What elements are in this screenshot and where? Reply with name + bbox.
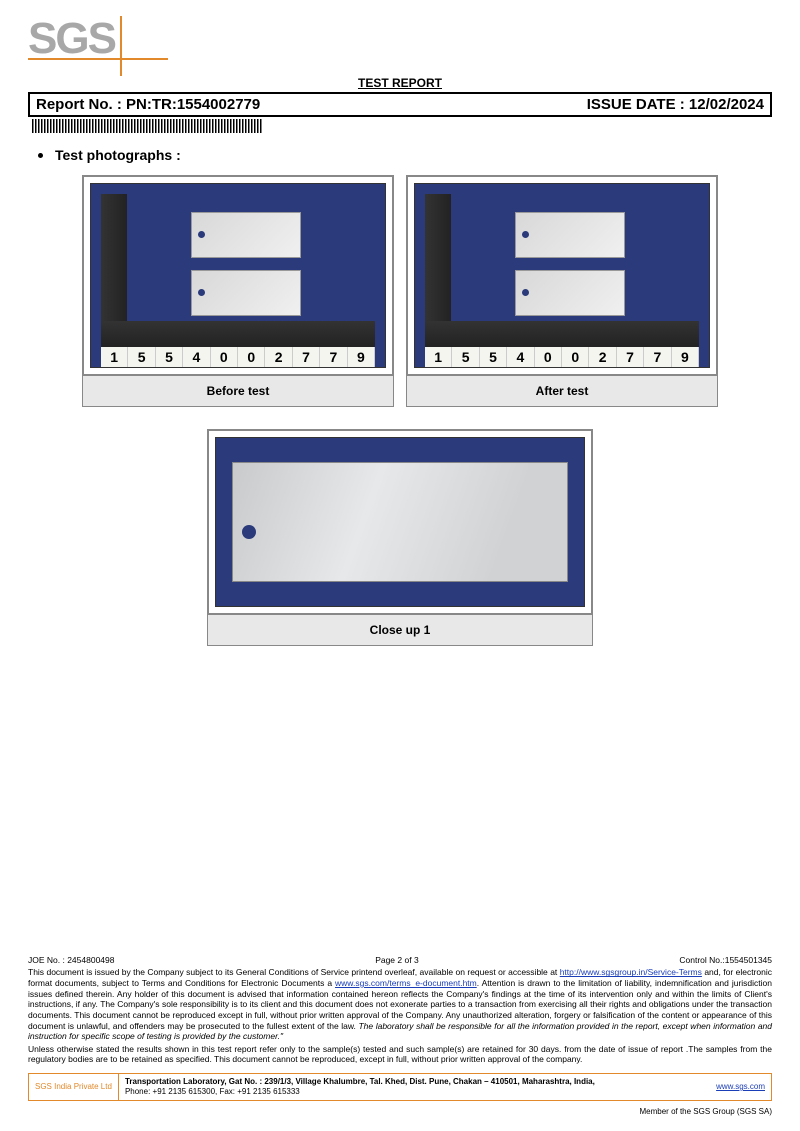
disclaimer-4: Unless otherwise stated the results show… <box>28 1044 772 1065</box>
bullet-icon <box>38 153 43 158</box>
digit: 7 <box>293 347 320 367</box>
issue-date: ISSUE DATE : 12/02/2024 <box>587 96 764 113</box>
digit: 4 <box>507 347 534 367</box>
sample-id-strip: 1554002779 <box>101 347 375 367</box>
control-no: Control No.:1554501345 <box>679 955 772 966</box>
digit: 5 <box>480 347 507 367</box>
digit: 4 <box>183 347 210 367</box>
digit: 5 <box>156 347 183 367</box>
digit: 0 <box>211 347 238 367</box>
caption-before: Before test <box>83 375 393 406</box>
digit: 0 <box>535 347 562 367</box>
logo-text: SGS <box>28 14 115 64</box>
lab-box: SGS India Private Ltd Transportation Lab… <box>28 1073 772 1101</box>
digit: 7 <box>320 347 347 367</box>
link-service-terms[interactable]: http://www.sgsgroup.in/Service-Terms <box>560 967 702 977</box>
photo-card-closeup: Close up 1 <box>207 429 593 646</box>
photo-before: 1554002779 <box>90 183 386 368</box>
section-title: Test photographs : <box>55 147 181 163</box>
lab-address-2: Phone: +91 2135 615300, Fax: +91 2135 61… <box>125 1087 595 1097</box>
digit: 9 <box>348 347 375 367</box>
digit: 2 <box>265 347 292 367</box>
photo-card-before: 1554002779 Before test <box>82 175 394 407</box>
disclaimer-1: This document is issued by the Company s… <box>28 967 560 977</box>
digit: 2 <box>589 347 616 367</box>
barcode <box>32 119 262 133</box>
digit: 7 <box>617 347 644 367</box>
digit: 1 <box>101 347 128 367</box>
doc-title: TEST REPORT <box>28 76 772 90</box>
joe-no: JOE No. : 2454800498 <box>28 955 114 966</box>
footer: JOE No. : 2454800498 Page 2 of 3 Control… <box>28 955 772 1117</box>
page-no: Page 2 of 3 <box>375 955 418 966</box>
digit: 0 <box>238 347 265 367</box>
photo-after: 1554002779 <box>414 183 710 368</box>
header-box: Report No. : PN:TR:1554002779 ISSUE DATE… <box>28 92 772 117</box>
member-line: Member of the SGS Group (SGS SA) <box>28 1107 772 1117</box>
report-no: Report No. : PN:TR:1554002779 <box>36 96 260 113</box>
photo-card-after: 1554002779 After test <box>406 175 718 407</box>
caption-closeup: Close up 1 <box>208 614 592 645</box>
digit: 1 <box>425 347 452 367</box>
digit: 7 <box>644 347 671 367</box>
logo-vline <box>120 16 122 76</box>
sgs-logo: SGS <box>28 20 158 70</box>
digit: 5 <box>128 347 155 367</box>
company-name: SGS India Private Ltd <box>29 1074 119 1100</box>
digit: 5 <box>452 347 479 367</box>
link-edoc[interactable]: www.sgs.com/terms_e-document.htm <box>335 978 477 988</box>
photo-closeup <box>215 437 585 607</box>
lab-address-1: Transportation Laboratory, Gat No. : 239… <box>125 1077 595 1086</box>
link-sgs[interactable]: www.sgs.com <box>716 1082 765 1092</box>
sample-id-strip: 1554002779 <box>425 347 699 367</box>
digit: 9 <box>672 347 699 367</box>
caption-after: After test <box>407 375 717 406</box>
digit: 0 <box>562 347 589 367</box>
logo-hline <box>28 58 168 60</box>
